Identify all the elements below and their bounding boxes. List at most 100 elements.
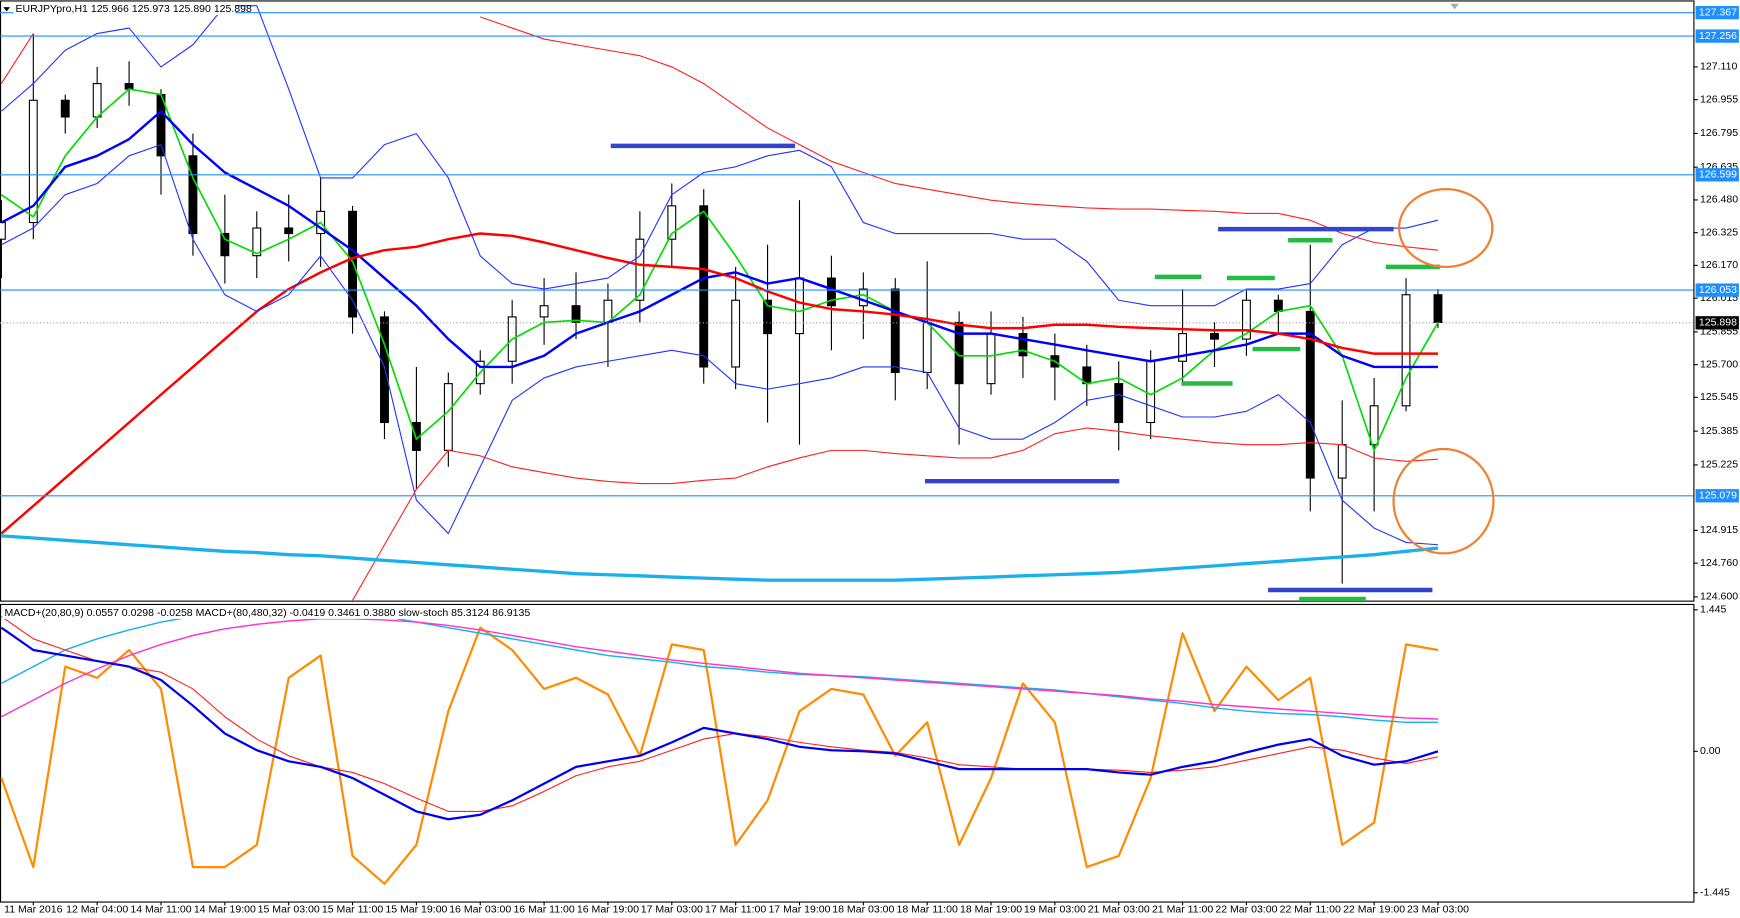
candle-body: [571, 305, 581, 323]
candle-body: [348, 210, 357, 318]
level-label-box: [1695, 489, 1739, 503]
level-label: 126.053: [1699, 284, 1737, 296]
plot-area: [0, 610, 1439, 885]
indicator-line: [1, 144, 1439, 546]
plot-area: [0, 5, 1443, 601]
shift-marker: [1450, 3, 1460, 10]
candle-body: [1337, 444, 1347, 479]
level-label: 125.079: [1699, 490, 1737, 502]
candle-body: [1241, 299, 1251, 340]
x-tick-label: 16 Mar 11:00: [513, 904, 574, 916]
price-panel-frame: [0, 0, 1695, 602]
candle-body: [954, 321, 964, 385]
highlight-circle: [1397, 188, 1494, 269]
candle-body: [1401, 294, 1411, 407]
x-tick-label: 21 Mar 11:00: [1152, 904, 1213, 916]
highlight-circle: [1392, 447, 1495, 555]
x-tick-label: 22 Mar 03:00: [1215, 904, 1277, 916]
candle-body: [252, 227, 262, 257]
candle-body: [1433, 294, 1443, 323]
x-tick-label: 22 Mar 19:00: [1343, 904, 1405, 916]
y-tick-label: 126.795: [1700, 127, 1738, 139]
y-tick-label: 1.445: [1700, 604, 1726, 616]
candle-body: [284, 227, 294, 235]
y-tick-label: 126.015: [1700, 292, 1738, 304]
level-label-box: [1695, 29, 1739, 43]
candle-body: [443, 383, 453, 451]
x-tick-label: 17 Mar 03:00: [641, 904, 703, 916]
x-tick-label: 11 Mar 2016: [4, 904, 62, 916]
x-tick-label: 23 Mar 03:00: [1407, 904, 1469, 916]
candle-body: [380, 316, 389, 424]
level-label: 127.256: [1699, 30, 1737, 42]
candle-body: [1305, 310, 1315, 479]
annotations: [610, 143, 1495, 602]
x-tick-label: 17 Mar 11:00: [705, 904, 766, 916]
candle-body: [763, 299, 773, 335]
x-tick-label: 18 Mar 11:00: [897, 904, 958, 916]
indicator-line: [1, 534, 1439, 582]
y-tick-label: 125.700: [1700, 358, 1738, 370]
y-tick-label: 124.600: [1700, 591, 1738, 603]
candle-body: [539, 305, 549, 318]
x-tick-label: 17 Mar 19:00: [768, 904, 830, 916]
title-bg: [13, 2, 236, 15]
x-tick-label: 16 Mar 19:00: [577, 904, 639, 916]
panel-title: MACD+(20,80,9) 0.0557 0.0298 -0.0258 MAC…: [4, 607, 530, 619]
price-label-box: [1695, 316, 1739, 330]
candle-body: [667, 205, 677, 240]
y-tick-label: 127.110: [1700, 61, 1737, 73]
candle-body: [1018, 333, 1028, 357]
candle-body: [699, 205, 709, 368]
candle-body: [826, 277, 836, 307]
x-tick-label: 14 Mar 19:00: [194, 904, 256, 916]
green-marks: [1154, 238, 1441, 602]
level-label-box: [1695, 168, 1739, 182]
y-tick-label: 125.385: [1700, 425, 1738, 437]
title-bg: [2, 606, 480, 619]
x-tick-label: 15 Mar 19:00: [385, 904, 447, 916]
level-label: 126.599: [1699, 169, 1737, 181]
x-tick-label: 16 Mar 03:00: [449, 904, 511, 916]
candle-body: [890, 288, 900, 374]
candle-body: [1210, 333, 1219, 340]
indicator-line: [0, 626, 1439, 885]
candle-body: [60, 99, 70, 118]
indicator-line: [0, 16, 1439, 251]
candle-body: [0, 221, 6, 240]
y-tick-label: 124.760: [1700, 557, 1738, 569]
indicator-line: [0, 626, 1439, 821]
x-tick-label: 19 Mar 03:00: [1024, 904, 1086, 916]
x-tick-label: 15 Mar 11:00: [322, 904, 383, 916]
y-tick-label: 126.480: [1700, 194, 1738, 206]
candle-body: [1273, 299, 1283, 312]
blue-levels: [610, 143, 1433, 593]
level-label-box: [1695, 5, 1739, 20]
candle-body: [220, 232, 230, 257]
x-tick-label: 18 Mar 19:00: [960, 904, 1022, 916]
candle-body: [1178, 333, 1188, 362]
x-tick-label: 22 Mar 11:00: [1280, 904, 1341, 916]
indicator-line: [352, 427, 1439, 601]
candle-body: [92, 83, 102, 118]
x-tick-label: 12 Mar 04:00: [66, 904, 128, 916]
x-tick-label: 15 Mar 03:00: [258, 904, 320, 916]
y-tick-label: 125.545: [1700, 391, 1738, 403]
candle-body: [1146, 360, 1156, 424]
indicator-line: [1, 618, 1438, 720]
candle-body: [188, 155, 198, 235]
indicator-line: [1, 616, 1439, 812]
candle-body: [731, 299, 741, 368]
macd-panel-frame: [0, 603, 1695, 903]
y-tick-label: 126.955: [1700, 93, 1738, 105]
y-tick-label: 0.00: [1700, 745, 1721, 757]
y-tick-label: -1.445: [1700, 887, 1730, 899]
level-label-box: [1695, 283, 1739, 297]
y-tick-label: 126.170: [1700, 259, 1738, 271]
candle-body: [986, 333, 996, 385]
candle-body: [635, 238, 645, 301]
indicator-line: [0, 232, 1438, 535]
